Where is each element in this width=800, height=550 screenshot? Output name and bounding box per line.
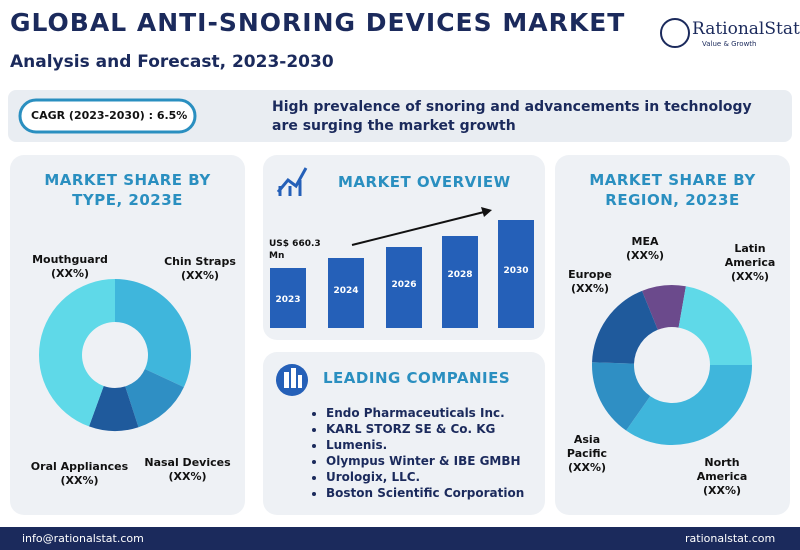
donut-segment [125, 368, 184, 428]
donut-segment [592, 290, 658, 364]
segment-label: North America (XX%) [696, 456, 748, 497]
donut-segment [89, 386, 139, 432]
year-label: 2028 [447, 270, 473, 280]
segment-label: Nasal Devices (XX%) [144, 456, 231, 483]
company-list: Endo Pharmaceuticals Inc.KARL STORZ SE &… [312, 405, 524, 501]
panel [263, 352, 545, 515]
footer-website: rationalstat.com [685, 532, 776, 545]
cagr: CAGR (2023-2030) : 6.5% [31, 109, 188, 122]
donut-segment [678, 286, 752, 365]
footer-bar [0, 527, 800, 550]
donut-segment [591, 362, 651, 431]
panel-title: MARKET SHARE BY TYPE, 2023E [44, 171, 211, 209]
year-label: 2024 [333, 286, 359, 296]
subtitle: Analysis and Forecast, 2023-2030 [10, 52, 334, 72]
footer-email: info@rationalstat.com [22, 532, 144, 545]
title: GLOBAL ANTI-SNORING DEVICES MARKET [10, 8, 626, 37]
company: Lumenis. [326, 437, 524, 453]
cagr-pill [18, 98, 197, 134]
panel-title: MARKET OVERVIEW [338, 173, 511, 191]
region-donut [591, 285, 752, 446]
company-icon [276, 364, 308, 396]
segment-label: MEA (XX%) [625, 235, 665, 262]
panel-title: MARKET SHARE BY REGION, 2023E [589, 171, 756, 209]
segment-label: Mouthguard (XX%) [32, 253, 108, 280]
company: KARL STORZ SE & Co. KG [326, 421, 524, 437]
year-label: 2030 [503, 266, 529, 276]
segment-label: Europe (XX%) [568, 268, 612, 295]
donut-segment [39, 279, 115, 427]
value-label: US$ 660.3 Mn [269, 239, 321, 261]
company: Endo Pharmaceuticals Inc. [326, 405, 524, 421]
segment-label: Latin America (XX%) [724, 242, 776, 283]
company: Urologix, LLC. [326, 469, 524, 485]
overview-icon [276, 167, 308, 196]
arrow-head [481, 207, 492, 217]
tagline: Value & Growth [702, 40, 757, 48]
company: Boston Scientific Corporation [326, 485, 524, 501]
donut-segment [115, 279, 191, 388]
donut-segment [642, 285, 686, 330]
segment-label: Oral Appliances (XX%) [30, 460, 129, 487]
panel [10, 155, 245, 515]
logo-mark [660, 18, 690, 48]
year-label: 2023 [275, 295, 301, 305]
panel-title: LEADING COMPANIES [323, 369, 511, 387]
trend-arrow [351, 211, 485, 246]
banner-bg [8, 90, 792, 142]
segment-label: Chin Straps (XX%) [164, 255, 236, 282]
headline: High prevalence of snoring and advanceme… [272, 99, 752, 134]
donut-segment [626, 365, 752, 446]
company: Olympus Winter & IBE GMBH [326, 453, 524, 469]
bars [270, 220, 534, 328]
panel [555, 155, 790, 515]
segment-label: Asia Pacific (XX%) [566, 433, 608, 474]
type-donut [39, 279, 191, 432]
logo: RationalStat [692, 19, 800, 39]
year-label: 2026 [391, 280, 417, 290]
